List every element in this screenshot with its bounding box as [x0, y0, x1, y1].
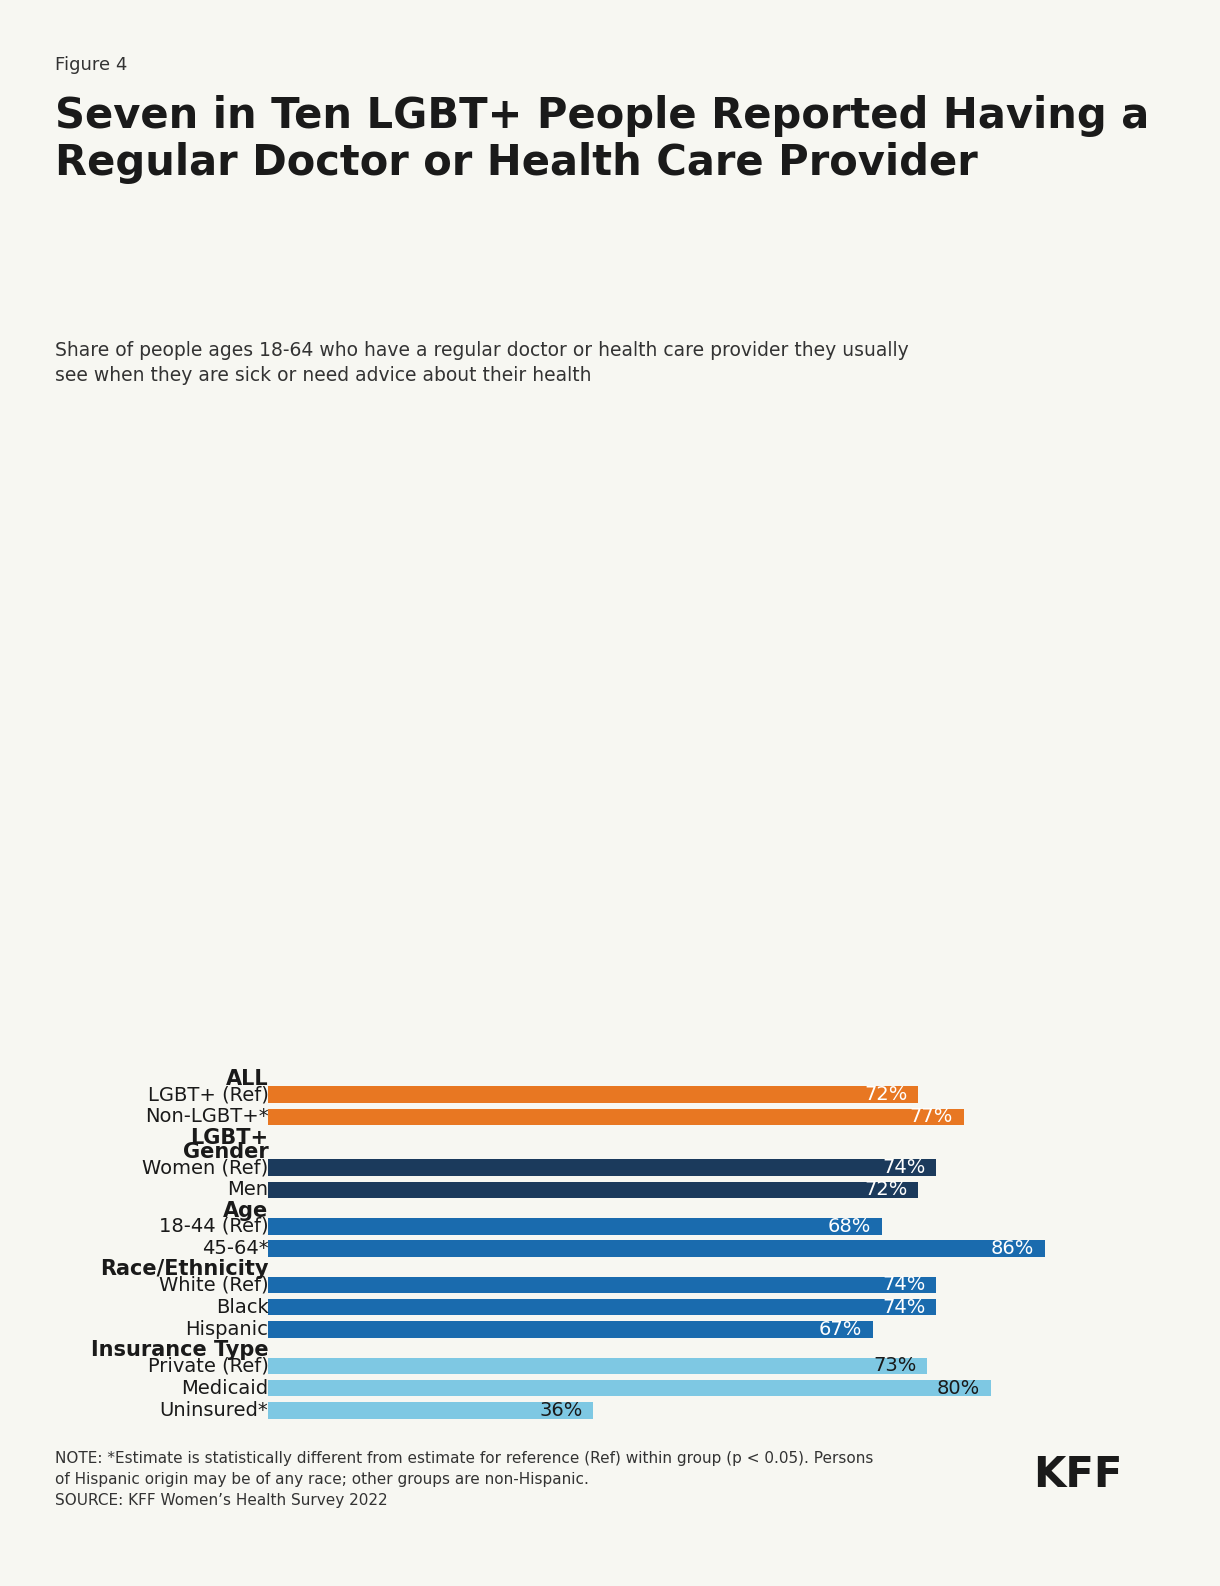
Text: Medicaid: Medicaid	[182, 1378, 268, 1397]
Bar	[268, 1182, 919, 1197]
Text: 18-44 (Ref): 18-44 (Ref)	[159, 1216, 268, 1235]
Text: Uninsured*: Uninsured*	[160, 1400, 268, 1419]
Text: 68%: 68%	[828, 1216, 871, 1235]
Text: Hispanic: Hispanic	[185, 1320, 268, 1339]
Bar	[268, 1402, 593, 1418]
Text: 74%: 74%	[882, 1158, 926, 1177]
Text: Gender: Gender	[183, 1142, 268, 1163]
Text: Share of people ages 18-64 who have a regular doctor or health care provider the: Share of people ages 18-64 who have a re…	[55, 341, 909, 385]
Bar	[268, 1321, 874, 1337]
Text: Seven in Ten LGBT+ People Reported Having a
Regular Doctor or Health Care Provid: Seven in Ten LGBT+ People Reported Havin…	[55, 95, 1149, 184]
Bar	[268, 1299, 937, 1315]
Text: 36%: 36%	[539, 1400, 583, 1419]
Text: Non-LGBT+*: Non-LGBT+*	[145, 1107, 268, 1126]
Bar	[268, 1358, 927, 1373]
Bar	[268, 1240, 1044, 1256]
Text: Men: Men	[227, 1180, 268, 1199]
Text: White (Ref): White (Ref)	[159, 1275, 268, 1294]
Text: 72%: 72%	[864, 1085, 908, 1104]
Text: Figure 4: Figure 4	[55, 56, 127, 73]
Text: NOTE: *Estimate is statistically different from estimate for reference (Ref) wit: NOTE: *Estimate is statistically differe…	[55, 1451, 874, 1508]
Bar	[268, 1086, 919, 1102]
Text: 45-64*: 45-64*	[201, 1239, 268, 1258]
Bar	[268, 1218, 882, 1234]
Text: 73%: 73%	[874, 1356, 916, 1375]
Bar	[268, 1109, 964, 1124]
Text: 80%: 80%	[937, 1378, 980, 1397]
Text: KFF: KFF	[1033, 1454, 1122, 1496]
Text: 72%: 72%	[864, 1180, 908, 1199]
Text: LGBT+ (Ref): LGBT+ (Ref)	[148, 1085, 268, 1104]
Bar	[268, 1277, 937, 1293]
Text: Insurance Type: Insurance Type	[90, 1340, 268, 1361]
Text: Race/Ethnicity: Race/Ethnicity	[100, 1259, 268, 1280]
Text: 77%: 77%	[909, 1107, 953, 1126]
Text: ALL: ALL	[226, 1069, 268, 1090]
Text: 67%: 67%	[819, 1320, 863, 1339]
Text: 86%: 86%	[991, 1239, 1035, 1258]
Text: Black: Black	[216, 1297, 268, 1316]
Bar	[268, 1159, 937, 1175]
Text: Private (Ref): Private (Ref)	[148, 1356, 268, 1375]
Text: 74%: 74%	[882, 1297, 926, 1316]
Text: Women (Ref): Women (Ref)	[143, 1158, 268, 1177]
Bar	[268, 1380, 991, 1396]
Text: 74%: 74%	[882, 1275, 926, 1294]
Text: Age: Age	[223, 1201, 268, 1221]
Text: LGBT+: LGBT+	[190, 1128, 268, 1148]
